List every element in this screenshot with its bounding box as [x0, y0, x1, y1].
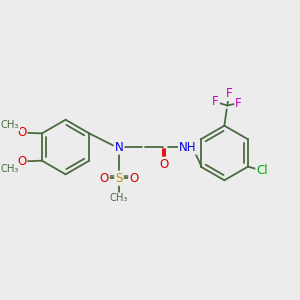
Text: S: S: [115, 172, 123, 185]
Text: NH: NH: [179, 140, 196, 154]
Text: F: F: [226, 87, 232, 100]
Text: O: O: [17, 155, 26, 168]
Text: O: O: [17, 126, 26, 139]
Text: Cl: Cl: [256, 164, 268, 177]
Text: F: F: [235, 97, 242, 110]
Text: CH₃: CH₃: [1, 164, 19, 174]
Text: F: F: [212, 95, 219, 108]
Text: O: O: [100, 172, 109, 185]
Text: CH₃: CH₃: [110, 194, 128, 203]
Text: CH₃: CH₃: [1, 120, 19, 130]
Text: O: O: [159, 158, 168, 171]
Text: O: O: [129, 172, 139, 185]
Text: N: N: [115, 140, 123, 154]
